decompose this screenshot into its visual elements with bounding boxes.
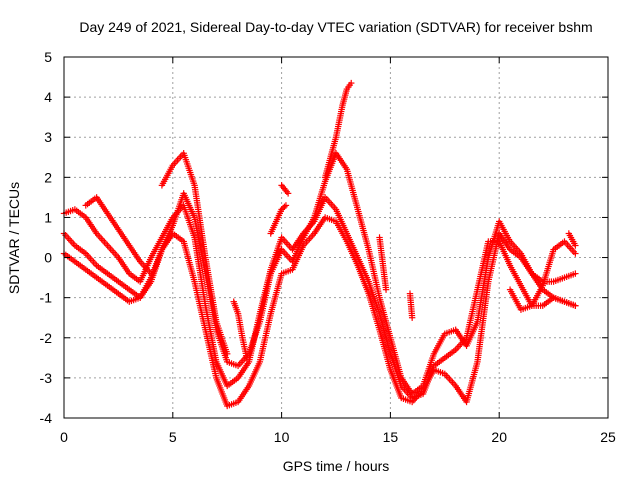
data-point	[408, 314, 416, 321]
y-tick-label: -2	[40, 330, 53, 346]
data-point	[572, 242, 579, 249]
y-tick-label: 1	[44, 209, 52, 225]
x-tick-label: 0	[60, 429, 68, 445]
data-point	[572, 270, 579, 277]
x-tick-label: 5	[169, 429, 177, 445]
grid	[64, 57, 608, 418]
y-axis-label: SDTVAR / TECUs	[6, 182, 22, 294]
x-tick-label: 20	[491, 429, 507, 445]
y-tick-label: 2	[44, 169, 52, 185]
y-tick-label: -3	[40, 370, 53, 386]
y-tick-label: 4	[44, 89, 52, 105]
data-point	[243, 354, 250, 362]
y-tick-label: -1	[40, 290, 53, 306]
data-point	[382, 286, 390, 293]
chart-title: Day 249 of 2021, Sidereal Day-to-day VTE…	[79, 19, 592, 35]
data-point	[284, 190, 292, 197]
y-tick-label: 0	[44, 250, 52, 266]
y-tick-label: -4	[40, 410, 53, 426]
x-axis-label: GPS time / hours	[283, 458, 390, 474]
axis-ticks: 0 5 10 15 20 25 -4 -3 -2 -1 0 1 2 3 4 5	[40, 49, 616, 445]
plot-frame	[63, 56, 609, 419]
data-point	[572, 302, 579, 309]
x-tick-label: 25	[600, 429, 616, 445]
data-point	[224, 350, 231, 358]
data-point	[348, 79, 355, 87]
data-point	[147, 270, 155, 277]
data-point	[281, 203, 288, 210]
data-point	[282, 202, 290, 209]
data-point	[572, 250, 579, 257]
y-tick-label: 5	[44, 49, 52, 65]
x-tick-label: 15	[383, 429, 399, 445]
data-points	[60, 79, 579, 410]
x-tick-label: 10	[274, 429, 290, 445]
y-tick-label: 3	[44, 129, 52, 145]
